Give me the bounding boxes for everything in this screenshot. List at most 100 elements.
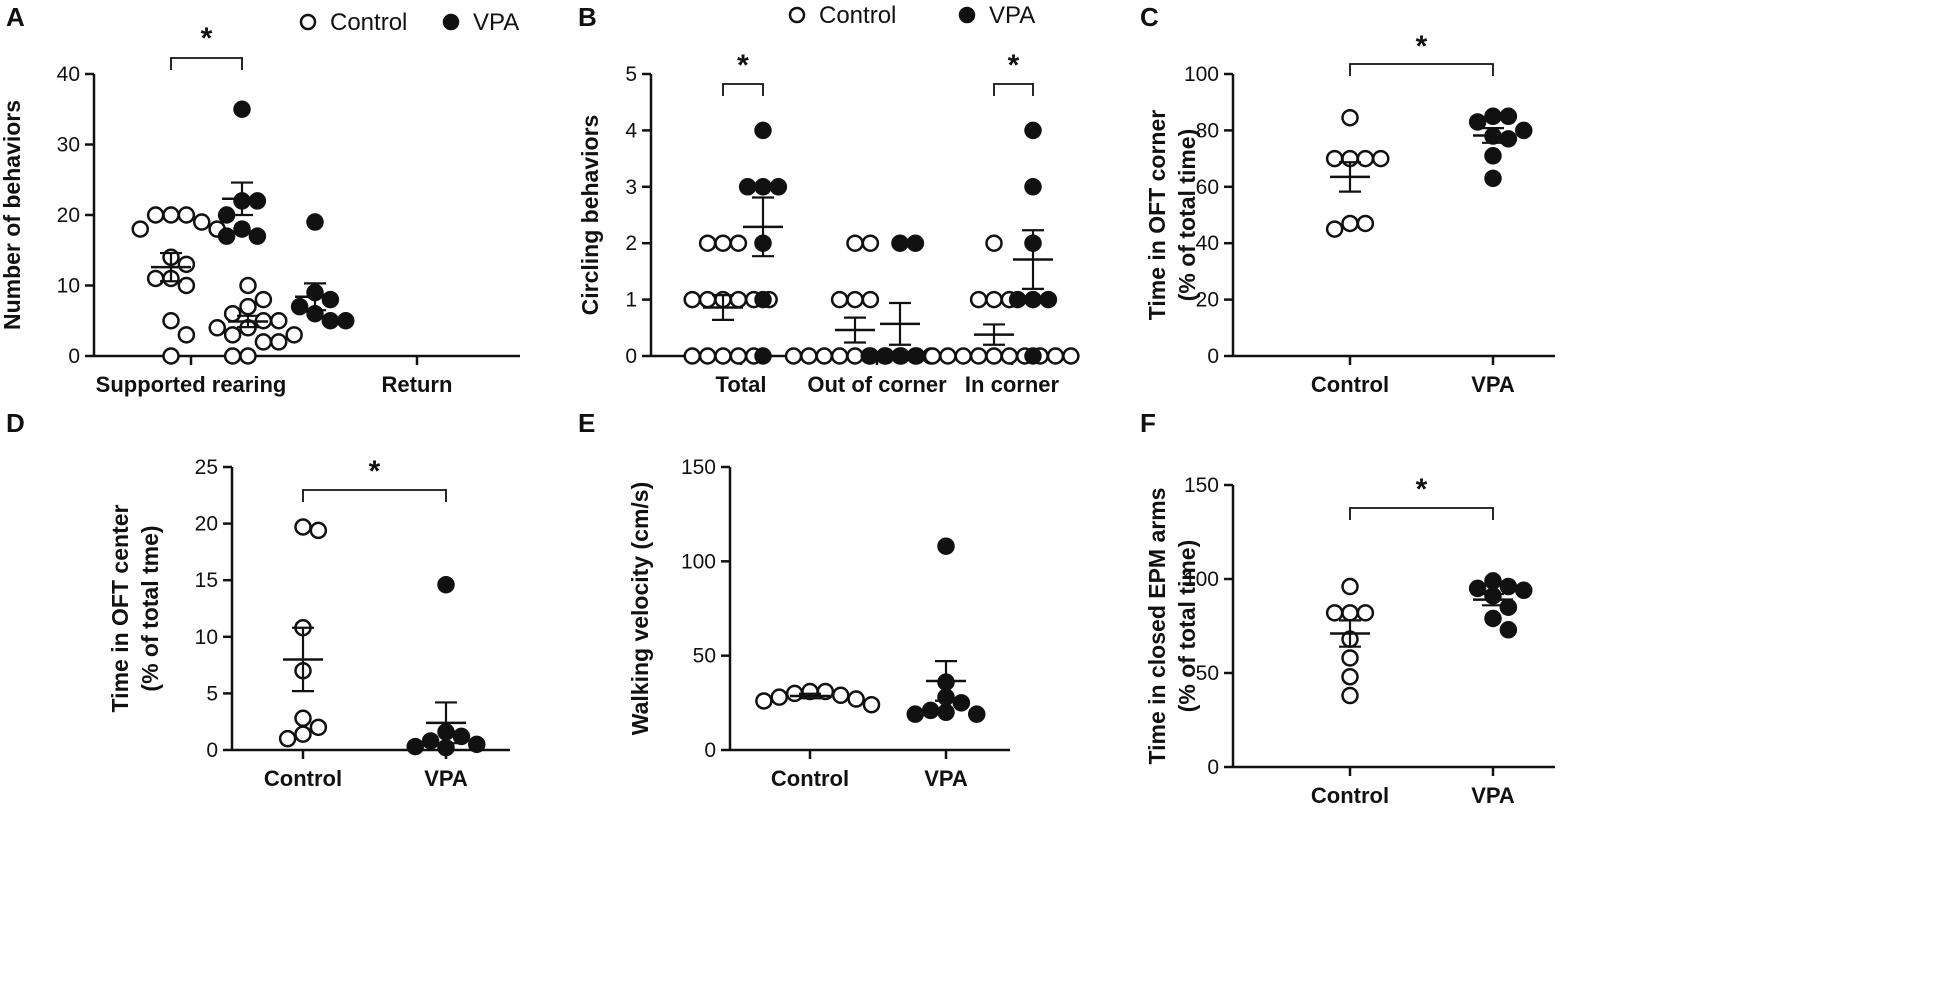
- vpa-data-point: [437, 575, 455, 594]
- vpa-data-point: [937, 537, 955, 555]
- vpa-data-point: [1484, 572, 1502, 590]
- control-data-point: [1341, 577, 1359, 596]
- vpa-data-point: [906, 347, 925, 365]
- y-tick-label: 10: [57, 275, 80, 298]
- significance-bracket: [1349, 507, 1494, 520]
- y-tick-label: 0: [704, 739, 716, 762]
- control-data-point: [294, 725, 312, 743]
- legend-control-label: Control: [330, 9, 407, 36]
- control-data-point: [223, 326, 242, 344]
- control-data-point: [698, 347, 717, 365]
- control-data-point: [969, 347, 988, 365]
- control-data-point: [146, 206, 165, 224]
- control-data-point: [939, 347, 957, 365]
- control-data-point: [254, 333, 273, 351]
- control-data-point: [846, 347, 864, 365]
- y-tick-label: 0: [1207, 756, 1219, 779]
- y-tick-label: 150: [1184, 474, 1219, 497]
- vpa-data-point: [321, 312, 340, 330]
- legend-vpa-marker: [442, 13, 460, 31]
- control-data-point: [1000, 347, 1019, 365]
- significance-star: *: [737, 49, 749, 82]
- panel-label: D: [6, 408, 25, 438]
- y-tick-label: 0: [1207, 345, 1219, 368]
- control-data-point: [1341, 686, 1359, 705]
- control-data-point: [177, 255, 196, 274]
- y-tick-label: 20: [195, 513, 218, 536]
- control-data-point: [1341, 108, 1359, 127]
- control-data-point: [985, 234, 1003, 252]
- control-data-point: [239, 347, 257, 365]
- legend-vpa-marker: [958, 6, 976, 24]
- control-data-point: [815, 347, 833, 365]
- y-tick-label: 60: [1196, 176, 1219, 199]
- control-data-point: [755, 692, 773, 710]
- vpa-data-point: [290, 297, 309, 316]
- y-tick-label: 15: [195, 569, 218, 592]
- control-data-point: [954, 347, 972, 365]
- control-data-point: [683, 290, 701, 309]
- vpa-data-point: [452, 727, 471, 746]
- control-data-point: [1356, 604, 1375, 622]
- significance-star: *: [369, 455, 381, 488]
- control-data-point: [239, 297, 257, 316]
- vpa-data-point: [421, 732, 440, 750]
- vpa-data-point: [891, 347, 909, 365]
- significance-star: *: [201, 22, 213, 55]
- vpa-data-point: [1484, 107, 1502, 126]
- legend-vpa-label: VPA: [473, 9, 519, 36]
- control-data-point: [1325, 149, 1344, 168]
- vpa-data-point: [248, 192, 267, 210]
- significance-bracket: [1349, 63, 1494, 76]
- y-tick-label: 10: [195, 626, 218, 649]
- vpa-data-point: [906, 705, 924, 723]
- vpa-data-point: [306, 213, 324, 231]
- control-data-point: [1372, 149, 1390, 168]
- vpa-data-point: [754, 178, 772, 196]
- control-data-point: [846, 234, 864, 252]
- control-data-point: [278, 729, 297, 748]
- control-data-point: [1325, 604, 1344, 622]
- vpa-data-point: [1024, 178, 1042, 196]
- y-tick-label: 0: [206, 739, 218, 762]
- control-data-point: [832, 686, 850, 705]
- control-data-point: [861, 234, 880, 252]
- y-axis-title: Time in OFT corner: [1144, 110, 1170, 320]
- x-tick-label: Control: [1311, 783, 1389, 808]
- y-axis-title: Number of behaviors: [0, 100, 25, 330]
- y-tick-label: 40: [57, 63, 80, 86]
- x-tick-label: VPA: [924, 766, 968, 791]
- control-data-point: [270, 312, 288, 330]
- control-data-point: [1046, 347, 1065, 365]
- significance-star: *: [1008, 49, 1020, 82]
- control-data-point: [177, 326, 196, 344]
- control-data-point: [847, 690, 865, 708]
- vpa-data-point: [248, 227, 267, 245]
- vpa-data-point: [1468, 579, 1487, 598]
- significance-bracket: [722, 83, 764, 96]
- control-data-point: [1356, 149, 1375, 168]
- vpa-data-point: [1515, 581, 1533, 600]
- control-data-point: [714, 234, 732, 252]
- panel-a: A 0 10 20 30 40 Supported rearing Return Number …: [0, 2, 520, 397]
- vpa-data-point: [860, 347, 878, 365]
- vpa-data-point: [1484, 169, 1502, 188]
- panel-e: E 0 50 100 150 Control VPA Walking velocity (cm…: [578, 408, 1010, 791]
- x-tick-label: VPA: [1471, 783, 1515, 808]
- x-tick-label: VPA: [1471, 372, 1515, 397]
- control-data-point: [146, 269, 165, 288]
- control-data-point: [223, 347, 242, 365]
- y-tick-label: 50: [693, 645, 716, 668]
- vpa-data-point: [1039, 290, 1058, 309]
- control-data-point: [162, 206, 180, 224]
- vpa-data-point: [406, 737, 424, 756]
- control-data-point: [861, 290, 880, 309]
- control-data-point: [1062, 347, 1080, 365]
- y-tick-label: 3: [625, 176, 637, 199]
- x-tick-label: Total: [716, 372, 767, 397]
- control-data-point: [1341, 668, 1359, 686]
- vpa-data-point: [952, 694, 971, 712]
- control-data-point: [729, 234, 748, 252]
- panel-c: C 0 20 40 60 80 100 Control VPA Time in OFT corne…: [1140, 2, 1555, 397]
